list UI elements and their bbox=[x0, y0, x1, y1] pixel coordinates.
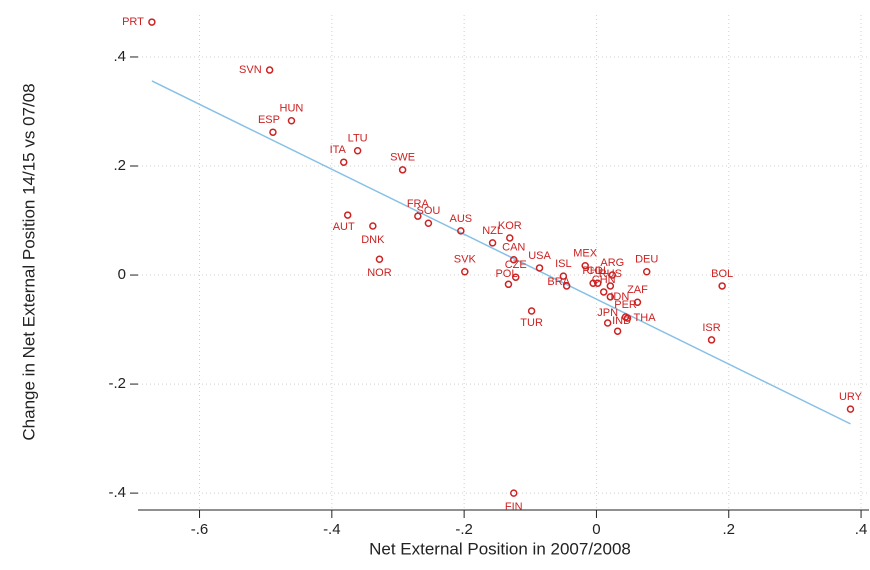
point bbox=[398, 166, 407, 174]
point-label: PER bbox=[614, 299, 637, 311]
point-label: BOL bbox=[711, 268, 733, 280]
x-axis-title: Net External Position in 2007/2008 bbox=[369, 539, 631, 558]
point-label: USA bbox=[528, 250, 551, 262]
point-label: LTU bbox=[348, 133, 368, 145]
point bbox=[510, 256, 518, 264]
x-tick-label: .2 bbox=[722, 521, 735, 538]
x-tick-label: .4 bbox=[855, 521, 868, 538]
point-label: MEX bbox=[573, 248, 598, 260]
point-label: BRA bbox=[547, 276, 570, 288]
point-label: POL bbox=[495, 268, 517, 280]
point-label: AUT bbox=[333, 221, 355, 233]
fit-line bbox=[151, 80, 851, 425]
point bbox=[581, 262, 589, 270]
x-tick-label: -.2 bbox=[455, 521, 473, 538]
point-label: DEU bbox=[635, 254, 658, 266]
point bbox=[599, 288, 608, 296]
point bbox=[527, 307, 536, 315]
point bbox=[718, 282, 726, 290]
point bbox=[488, 239, 497, 247]
point bbox=[613, 327, 622, 335]
point bbox=[287, 117, 296, 125]
point bbox=[506, 234, 514, 242]
point-label: SWE bbox=[390, 152, 415, 164]
point bbox=[504, 280, 513, 289]
point-label: KOR bbox=[498, 220, 522, 232]
point-label: ISR bbox=[702, 322, 720, 334]
y-tick-label: 0 bbox=[118, 266, 126, 283]
point-label: ESP bbox=[258, 114, 280, 126]
y-tick-label: -.4 bbox=[108, 484, 126, 501]
point-label: SOU bbox=[416, 205, 440, 217]
point bbox=[148, 18, 156, 26]
point bbox=[339, 158, 348, 166]
point-label: TUR bbox=[520, 317, 543, 329]
point-label: HUN bbox=[280, 103, 304, 115]
point bbox=[589, 279, 597, 287]
point-label: ISL bbox=[555, 258, 572, 270]
point bbox=[414, 212, 422, 220]
point-label: CZE bbox=[505, 259, 527, 271]
point-label: COL bbox=[586, 265, 609, 277]
y-tick-label: .4 bbox=[113, 48, 126, 65]
point-label: ARG bbox=[600, 257, 624, 269]
point-label: SVN bbox=[239, 64, 262, 76]
point bbox=[846, 405, 855, 413]
point bbox=[510, 489, 518, 497]
point-label: URY bbox=[839, 391, 863, 403]
x-tick-label: -.4 bbox=[323, 521, 341, 538]
point-label: JPN bbox=[597, 307, 618, 319]
point bbox=[375, 255, 384, 263]
point-label: THA bbox=[634, 312, 657, 324]
x-tick-label: -.6 bbox=[191, 521, 209, 538]
point bbox=[608, 271, 617, 279]
point bbox=[369, 222, 377, 230]
point bbox=[511, 273, 520, 281]
y-tick-label: -.2 bbox=[108, 375, 126, 392]
point bbox=[606, 282, 615, 290]
point bbox=[461, 268, 469, 276]
y-axis-title: Change in Net External Position 14/15 vs… bbox=[19, 83, 38, 440]
point-label: DNK bbox=[361, 234, 385, 246]
point-label: SVK bbox=[454, 254, 477, 266]
point bbox=[606, 293, 615, 301]
point bbox=[707, 336, 716, 344]
point-label: FRA bbox=[407, 198, 430, 210]
point-label: IND bbox=[612, 315, 631, 327]
point-label: ITA bbox=[330, 144, 347, 156]
point bbox=[269, 128, 277, 136]
point bbox=[633, 298, 642, 307]
point bbox=[559, 272, 568, 280]
point bbox=[594, 279, 602, 287]
point bbox=[353, 146, 362, 155]
point-label: PHL bbox=[582, 265, 603, 277]
y-tick-label: .2 bbox=[113, 157, 126, 174]
point bbox=[603, 319, 612, 327]
point-label: CAN bbox=[502, 242, 525, 254]
point bbox=[535, 264, 544, 272]
point-label: NZL bbox=[482, 225, 503, 237]
point bbox=[642, 268, 651, 276]
point bbox=[343, 211, 352, 219]
point bbox=[623, 314, 632, 322]
point-label: RUS bbox=[599, 268, 622, 280]
point bbox=[265, 66, 274, 74]
point bbox=[457, 227, 465, 235]
point bbox=[424, 219, 433, 227]
point-label: NOR bbox=[367, 267, 392, 279]
point-label: PRT bbox=[122, 16, 144, 28]
point-label: IDN bbox=[610, 291, 629, 303]
x-tick-label: 0 bbox=[592, 521, 600, 538]
point-label: CHN bbox=[592, 274, 616, 286]
point-label: FIN bbox=[505, 501, 523, 513]
point-label: ZAF bbox=[627, 284, 648, 296]
point bbox=[562, 282, 571, 290]
point-label: AUS bbox=[450, 213, 473, 225]
